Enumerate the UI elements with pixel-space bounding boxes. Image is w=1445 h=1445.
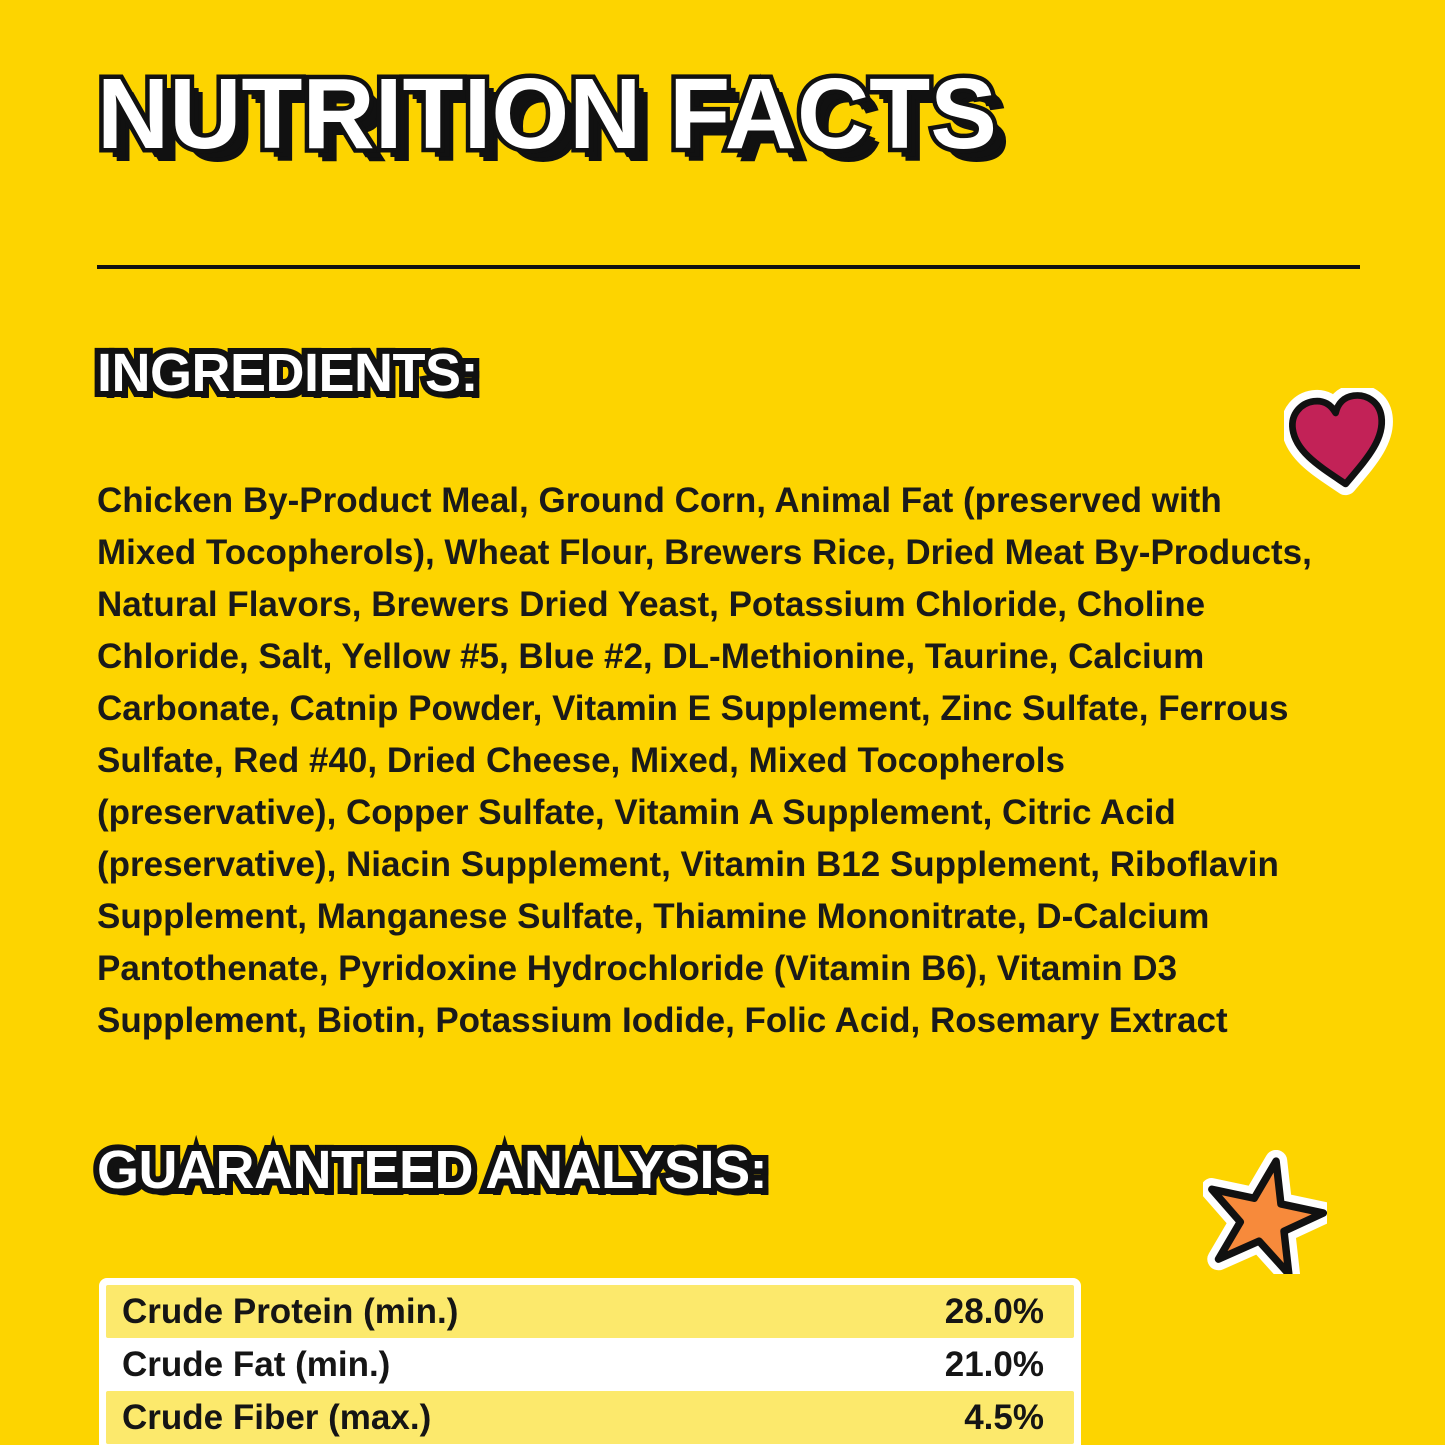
row-label: Crude Fat (min.): [122, 1344, 391, 1384]
ingredients-heading-outline: INGREDIENTS:: [91, 340, 485, 406]
page-title: NUTRITION FACTS NUTRITION FACTS: [93, 58, 1002, 170]
row-value: 4.5%: [964, 1397, 1044, 1437]
row-value: 28.0%: [944, 1291, 1044, 1331]
row-value: 21.0%: [944, 1344, 1044, 1384]
table-row: Crude Fat (min.) 21.0%: [106, 1338, 1074, 1391]
star-icon: [1203, 1150, 1327, 1274]
title-divider: [97, 265, 1360, 269]
guaranteed-analysis-heading-text: GUARANTEED ANALYSIS:: [97, 1140, 768, 1201]
row-label: Crude Fiber (max.): [122, 1397, 432, 1437]
table-row: Crude Protein (min.) 28.0%: [106, 1285, 1074, 1339]
guaranteed-analysis-heading-outline: GUARANTEED ANALYSIS:: [91, 1137, 774, 1203]
guaranteed-analysis-table: Crude Protein (min.) 28.0% Crude Fat (mi…: [99, 1278, 1081, 1445]
ingredients-heading-text: INGREDIENTS:: [97, 342, 479, 403]
page-title-outline: NUTRITION FACTS: [93, 58, 1002, 170]
heart-icon: [1284, 388, 1396, 500]
ingredients-paragraph: Chicken By-Product Meal, Ground Corn, An…: [97, 480, 1312, 1040]
ingredients-heading: INGREDIENTS: INGREDIENTS:: [91, 340, 485, 406]
table-row: Crude Fiber (max.) 4.5%: [106, 1391, 1074, 1445]
guaranteed-analysis-heading: GUARANTEED ANALYSIS: GUARANTEED ANALYSIS…: [91, 1137, 774, 1203]
row-label: Crude Protein (min.): [122, 1291, 459, 1331]
page-title-text: NUTRITION FACTS: [97, 58, 997, 170]
